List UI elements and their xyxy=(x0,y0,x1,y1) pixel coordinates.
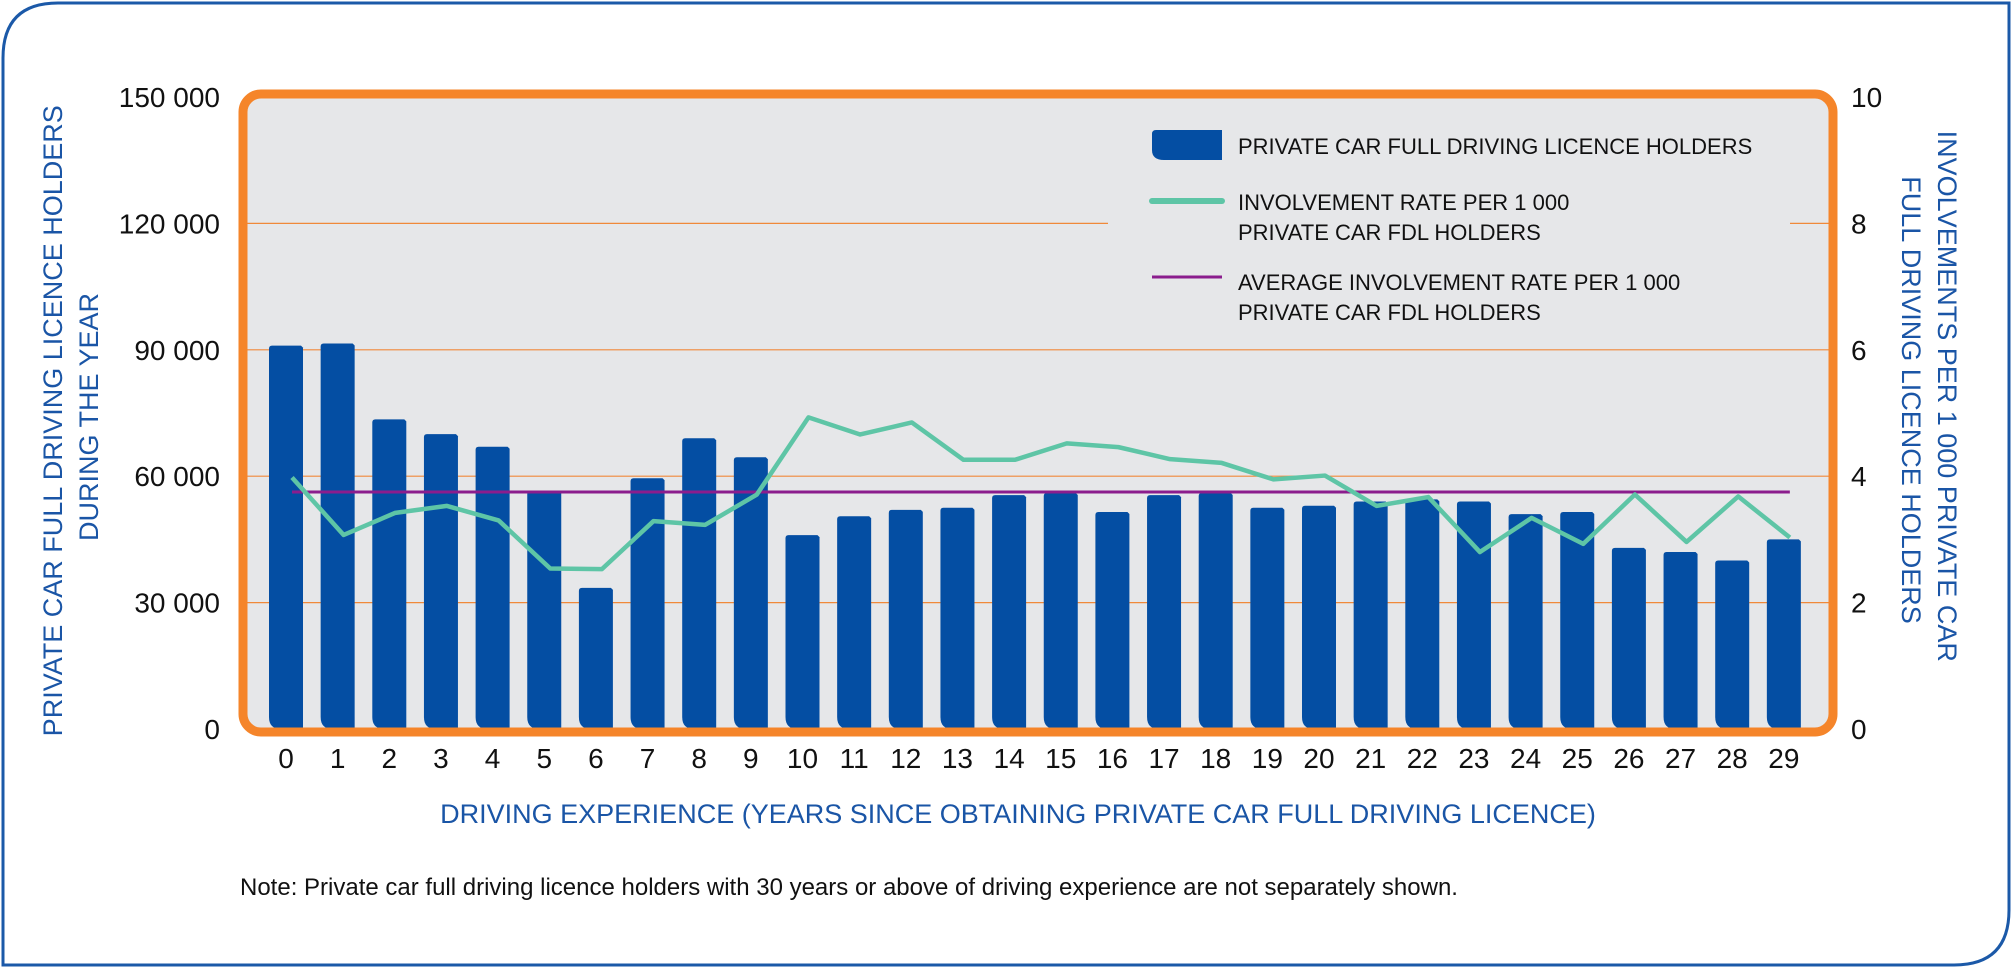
x-tick-label: 7 xyxy=(640,743,656,774)
bar xyxy=(733,457,768,729)
x-tick-label: 22 xyxy=(1407,743,1438,774)
x-tick-label: 3 xyxy=(433,743,449,774)
y2-tick-label: 2 xyxy=(1851,588,1867,619)
y-axis-right-ticks: 0 2 4 6 8 10 xyxy=(1851,82,1882,745)
y-axis-left-title-line-1: PRIVATE CAR FULL DRIVING LICENCE HOLDERS xyxy=(38,105,68,736)
x-tick-label: 1 xyxy=(330,743,346,774)
bar xyxy=(372,419,407,729)
legend-label: INVOLVEMENT RATE PER 1 000 PRIVATE CAR FD… xyxy=(1238,190,1569,245)
y2-tick-label: 6 xyxy=(1851,335,1867,366)
bar xyxy=(578,587,613,729)
x-tick-label: 16 xyxy=(1097,743,1128,774)
x-tick-label: 13 xyxy=(942,743,973,774)
bar xyxy=(1766,539,1801,729)
bar xyxy=(940,507,975,729)
y-tick-label: 90 000 xyxy=(134,335,220,366)
x-tick-label: 8 xyxy=(691,743,707,774)
y-axis-right-title-line-2: FULL DRIVING LICENCE HOLDERS xyxy=(1896,176,1926,624)
x-tick-label: 21 xyxy=(1355,743,1386,774)
x-tick-label: 12 xyxy=(890,743,921,774)
y-tick-label: 60 000 xyxy=(134,461,220,492)
bar xyxy=(1147,495,1182,729)
bar xyxy=(682,438,717,729)
y2-tick-label: 0 xyxy=(1851,714,1867,745)
y2-tick-label: 8 xyxy=(1851,208,1867,239)
x-tick-label: 20 xyxy=(1303,743,1334,774)
bar xyxy=(1302,505,1336,729)
legend-label-line: PRIVATE CAR FDL HOLDERS xyxy=(1238,300,1541,325)
x-tick-label: 4 xyxy=(485,743,501,774)
bar xyxy=(1250,507,1285,729)
x-tick-label: 25 xyxy=(1562,743,1593,774)
y-axis-left-title-line-2: DURING THE YEAR xyxy=(74,293,104,541)
legend-swatch-bar xyxy=(1152,130,1222,160)
bar xyxy=(527,490,562,729)
bar xyxy=(1456,501,1491,729)
bar xyxy=(992,495,1027,729)
y-axis-right-title-line-1: INVOLVEMENTS PER 1 000 PRIVATE CAR xyxy=(1932,131,1962,662)
x-tick-label: 14 xyxy=(994,743,1025,774)
legend-label-line: PRIVATE CAR FULL DRIVING LICENCE HOLDERS xyxy=(1238,134,1752,159)
footnote: Note: Private car full driving licence h… xyxy=(240,874,1458,901)
legend-label: PRIVATE CAR FULL DRIVING LICENCE HOLDERS xyxy=(1238,134,1752,159)
x-tick-label: 5 xyxy=(536,743,552,774)
x-tick-label: 28 xyxy=(1717,743,1748,774)
bar xyxy=(837,516,872,729)
bar xyxy=(1353,501,1388,729)
x-tick-label: 26 xyxy=(1613,743,1644,774)
x-tick-label: 29 xyxy=(1768,743,1799,774)
y-tick-label: 120 000 xyxy=(119,208,220,239)
y-axis-left-title: PRIVATE CAR FULL DRIVING LICENCE HOLDERS… xyxy=(38,98,104,737)
x-tick-label: 23 xyxy=(1458,743,1489,774)
bar xyxy=(1663,552,1698,729)
x-tick-label: 9 xyxy=(743,743,759,774)
x-tick-label: 27 xyxy=(1665,743,1696,774)
y-tick-label: 0 xyxy=(204,714,220,745)
plot-border xyxy=(238,89,1838,737)
bar xyxy=(785,535,820,729)
bar xyxy=(1405,499,1440,729)
y-axis-left-ticks: 0 30 000 60 000 90 000 120 000 150 000 xyxy=(119,82,220,745)
x-tick-label: 11 xyxy=(840,743,869,774)
bar xyxy=(1611,547,1646,729)
bar-series xyxy=(269,343,1801,729)
x-tick-label: 6 xyxy=(588,743,604,774)
bar xyxy=(423,434,458,729)
x-tick-label: 19 xyxy=(1252,743,1283,774)
bar xyxy=(1095,512,1130,729)
bar xyxy=(1560,512,1595,729)
legend-label-line: INVOLVEMENT RATE PER 1 000 xyxy=(1238,190,1569,215)
x-tick-label: 15 xyxy=(1045,743,1076,774)
bar xyxy=(320,343,355,729)
bar xyxy=(475,446,510,729)
bar xyxy=(1508,514,1543,729)
x-tick-label: 2 xyxy=(382,743,398,774)
bar xyxy=(1198,493,1233,729)
x-tick-label: 24 xyxy=(1510,743,1541,774)
involvement-rate-line xyxy=(290,415,1792,572)
y2-tick-label: 10 xyxy=(1851,82,1882,113)
x-tick-label: 17 xyxy=(1148,743,1179,774)
x-tick-label: 0 xyxy=(278,743,294,774)
y-tick-label: 30 000 xyxy=(134,588,220,619)
bar xyxy=(1715,560,1750,729)
x-axis-title: DRIVING EXPERIENCE (YEARS SINCE OBTAININ… xyxy=(440,799,1596,829)
legend-label-line: PRIVATE CAR FDL HOLDERS xyxy=(1238,220,1541,245)
bar xyxy=(630,478,665,729)
bar xyxy=(269,345,303,729)
legend-label: AVERAGE INVOLVEMENT RATE PER 1 000 PRIVAT… xyxy=(1238,270,1680,325)
x-axis-ticks: 0 1 2 3 4 5 6 7 8 9 10 11 12 13 14 15 16 17 18 19 20 21 22 23 24… xyxy=(278,743,1799,774)
bar xyxy=(1043,493,1078,729)
legend-label-line: AVERAGE INVOLVEMENT RATE PER 1 000 xyxy=(1238,270,1680,295)
legend: PRIVATE CAR FULL DRIVING LICENCE HOLDERS… xyxy=(1108,118,1790,330)
x-tick-label: 18 xyxy=(1200,743,1231,774)
y-tick-label: 150 000 xyxy=(119,82,220,113)
x-tick-label: 10 xyxy=(787,743,818,774)
y2-tick-label: 4 xyxy=(1851,461,1867,492)
bar xyxy=(888,509,923,729)
y-axis-right-title: INVOLVEMENTS PER 1 000 PRIVATE CAR FULL … xyxy=(1896,131,1962,670)
